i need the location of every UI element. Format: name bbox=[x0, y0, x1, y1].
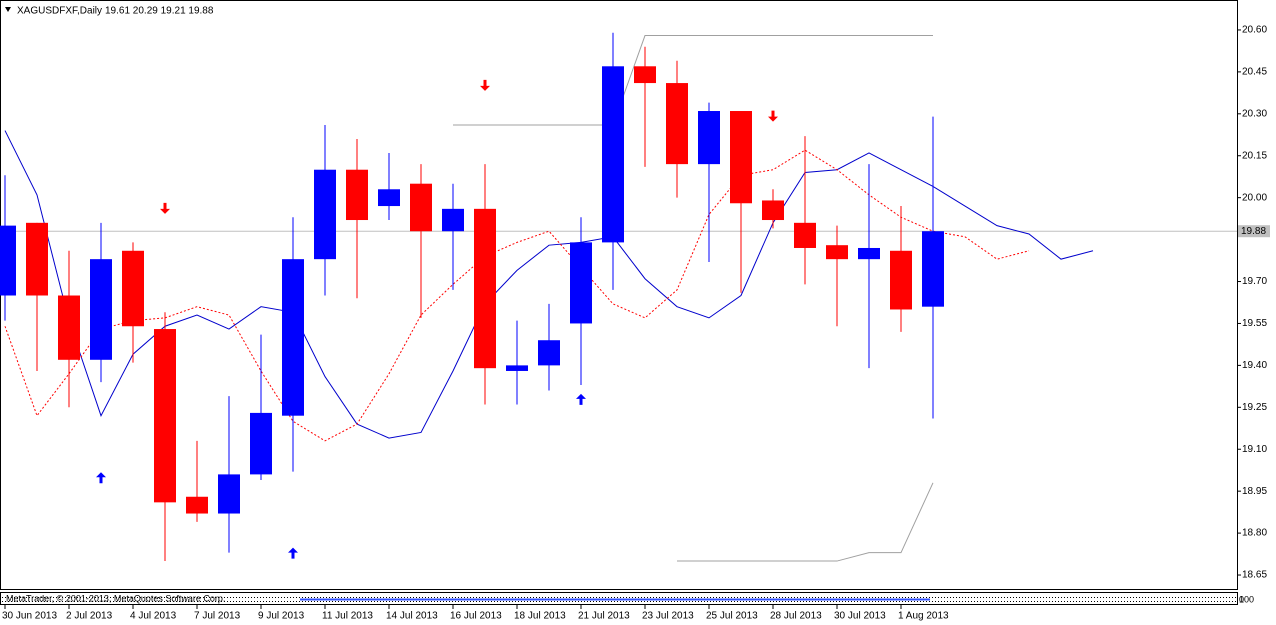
chart-subtitle: 19.61 20.29 19.21 19.88 bbox=[105, 6, 214, 17]
candle-body bbox=[506, 365, 528, 371]
signal-arrow bbox=[96, 472, 106, 484]
overlay-line bbox=[4, 149, 1030, 442]
y-tick-label: 20.00 bbox=[1242, 192, 1267, 203]
x-tick-label: 30 Jun 2013 bbox=[2, 611, 57, 622]
candle-body bbox=[282, 259, 304, 416]
candle-body bbox=[794, 222, 816, 248]
y-tick-label: 19.55 bbox=[1242, 318, 1267, 329]
candle-body bbox=[922, 231, 944, 307]
candle-body bbox=[186, 496, 208, 514]
candle-body bbox=[250, 412, 272, 475]
overlay-line bbox=[4, 130, 1094, 439]
y-tick-label: 20.30 bbox=[1242, 108, 1267, 119]
y-tick-label: 19.70 bbox=[1242, 276, 1267, 287]
candle-body bbox=[634, 66, 656, 84]
candle-body bbox=[538, 340, 560, 366]
x-tick-label: 11 Jul 2013 bbox=[322, 611, 373, 622]
candle-body bbox=[314, 169, 336, 260]
candle-body bbox=[698, 111, 720, 165]
overlay-line bbox=[677, 482, 934, 562]
x-tick-label: 23 Jul 2013 bbox=[642, 611, 694, 622]
candle-body bbox=[826, 245, 848, 260]
y-tick-label: 18.95 bbox=[1242, 486, 1267, 497]
candle-body bbox=[858, 247, 880, 260]
y-tick-label: 19.25 bbox=[1242, 402, 1267, 413]
candle-body bbox=[218, 474, 240, 514]
panel-text: MetaTrader, © 2001-2013, MetaQuotes Soft… bbox=[6, 593, 225, 603]
signal-arrow bbox=[160, 202, 170, 214]
candle-body bbox=[122, 250, 144, 327]
candle-body bbox=[90, 259, 112, 360]
x-tick-label: 28 Jul 2013 bbox=[770, 611, 822, 622]
candle-body bbox=[26, 222, 48, 296]
y-tick-label: 18.65 bbox=[1242, 570, 1267, 581]
signal-arrow bbox=[288, 547, 298, 559]
candle-body bbox=[442, 208, 464, 232]
y-tick-label: 20.45 bbox=[1242, 67, 1267, 78]
y-tick-label: 20.60 bbox=[1242, 25, 1267, 36]
y-tick-label: 20.15 bbox=[1242, 150, 1267, 161]
candle-body bbox=[890, 250, 912, 310]
x-tick-label: 9 Jul 2013 bbox=[258, 611, 305, 622]
x-tick-label: 14 Jul 2013 bbox=[386, 611, 438, 622]
candle-body bbox=[602, 66, 624, 243]
candle-body bbox=[570, 242, 592, 324]
y-tick-label: 19.40 bbox=[1242, 360, 1267, 371]
overlay-line bbox=[453, 35, 933, 126]
x-tick-label: 16 Jul 2013 bbox=[450, 611, 502, 622]
x-tick-label: 7 Jul 2013 bbox=[194, 611, 241, 622]
panel-tick-label: 100 bbox=[1239, 594, 1254, 604]
candle-body bbox=[0, 225, 16, 296]
current-price-label: 19.88 bbox=[1241, 226, 1266, 237]
candle-body bbox=[666, 83, 688, 165]
x-tick-label: 21 Jul 2013 bbox=[578, 611, 630, 622]
signal-arrow bbox=[576, 393, 586, 405]
signal-arrow bbox=[480, 79, 490, 91]
candle-body bbox=[410, 183, 432, 232]
y-tick-label: 18.80 bbox=[1242, 528, 1267, 539]
signal-arrow bbox=[768, 110, 778, 122]
candle-body bbox=[154, 329, 176, 503]
panel-tick-label: 0 bbox=[1239, 594, 1244, 604]
x-tick-label: 1 Aug 2013 bbox=[898, 611, 949, 622]
chart-title: XAGUSDFXF,Daily bbox=[17, 6, 102, 17]
x-tick-label: 4 Jul 2013 bbox=[130, 611, 177, 622]
candle-body bbox=[346, 169, 368, 221]
x-tick-label: 25 Jul 2013 bbox=[706, 611, 758, 622]
current-price-box bbox=[1238, 225, 1270, 238]
candle-body bbox=[474, 208, 496, 369]
candle-body bbox=[762, 200, 784, 221]
y-tick-label: 19.10 bbox=[1242, 444, 1267, 455]
candle-body bbox=[58, 295, 80, 360]
x-tick-label: 30 Jul 2013 bbox=[834, 611, 886, 622]
x-tick-label: 2 Jul 2013 bbox=[66, 611, 113, 622]
menu-triangle bbox=[5, 7, 11, 12]
x-tick-label: 18 Jul 2013 bbox=[514, 611, 566, 622]
candle-body bbox=[378, 189, 400, 207]
candle-body bbox=[730, 111, 752, 204]
